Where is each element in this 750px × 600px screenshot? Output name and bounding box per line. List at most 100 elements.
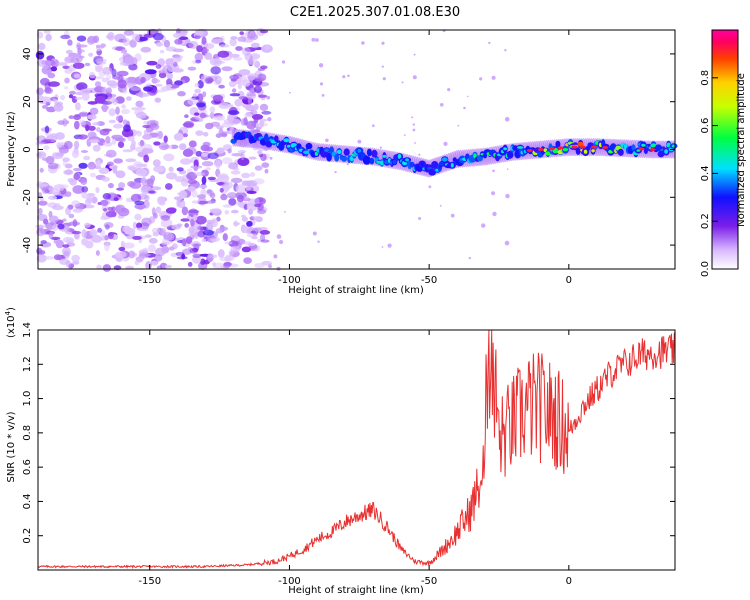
spectrogram-noise-blob (197, 200, 209, 205)
spectrogram-noise-blob (261, 110, 272, 115)
spectrogram-noise-blob (254, 198, 260, 204)
spectrogram-noise-blob (241, 246, 252, 253)
spectrogram-noise-blob (143, 154, 150, 163)
spectrogram-noise-blob (84, 62, 91, 67)
spectrogram-noise-blob (105, 136, 111, 144)
spectrogram-ridge-base (617, 148, 624, 156)
chart-title: C2E1.2025.307.01.08.E30 (290, 5, 460, 20)
spectrogram-speck (361, 41, 365, 45)
snr-x-tick-label: -150 (138, 576, 161, 587)
spectrogram-noise-blob (251, 114, 264, 120)
spectrogram-noise-blob (135, 111, 147, 119)
spectrogram-speck (491, 75, 496, 80)
spectrogram-noise-blob (73, 73, 81, 79)
spectrogram-noise-blob (39, 241, 52, 248)
spectrogram-noise-blob (146, 60, 158, 66)
spectrogram-noise-blob (115, 137, 125, 142)
spectrogram-noise-blob (63, 120, 70, 125)
spectrogram-noise-blob (94, 81, 102, 88)
spectrogram-noise-blob (166, 78, 173, 87)
spectrogram-noise-blob (212, 94, 224, 102)
spectrogram-noise-blob (196, 194, 207, 199)
spectrogram-noise-blob (105, 34, 114, 39)
spectrogram-noise-blob (218, 102, 231, 109)
spectrogram-noise-blob (252, 215, 260, 220)
spectrogram-noise-blob (235, 184, 247, 194)
spectrogram-noise-blob (56, 142, 62, 149)
snr-x-tick-label: -50 (421, 576, 437, 587)
spectrogram-noise-blob (246, 190, 257, 194)
spectrogram-noise-blob (247, 242, 256, 246)
spectrogram-noise-blob (168, 166, 174, 172)
spectrogram-speck (413, 53, 416, 56)
spectrogram-noise-blob (95, 65, 103, 73)
colorbar-label: Normalized spectral amplitude (736, 73, 747, 227)
spectrogram-noise-blob (92, 144, 101, 152)
spectrogram-noise-blob (86, 196, 92, 203)
spectrogram-noise-blob (251, 42, 260, 49)
spectrogram-noise-blob (194, 82, 200, 88)
spectrogram-noise-blob (113, 158, 123, 164)
spectrogram-noise-blob (92, 122, 101, 126)
spectrogram-y-label: Frequency (Hz) (6, 111, 17, 187)
spectrogram-noise-blob (182, 133, 188, 138)
spectrogram-noise-blob (187, 97, 198, 106)
spectrogram-noise-blob (93, 76, 105, 80)
spectrogram-ridge-peak (392, 159, 397, 165)
spectrogram-speck (403, 134, 406, 137)
spectrogram-speck (401, 81, 404, 84)
spectrogram-noise-blob (99, 128, 110, 136)
spectrogram-noise-blob (81, 238, 88, 246)
spectrogram-noise-blob (201, 238, 207, 243)
spectrogram-noise-blob (261, 162, 270, 168)
spectrogram-noise-blob (201, 176, 207, 185)
spectrogram-noise-blob (98, 167, 110, 175)
spectrogram-noise-blob (180, 158, 192, 165)
spectrogram-noise-blob (253, 85, 262, 94)
spectrogram-noise-blob (221, 122, 234, 128)
spectrogram-noise-blob (237, 36, 247, 42)
spectrogram-ridge-base (371, 149, 378, 158)
spectrogram-noise-blob (164, 264, 172, 269)
spectrogram-noise-blob (192, 214, 198, 221)
spectrogram-noise-blob (176, 192, 187, 196)
spectrogram-ridge-peak (397, 153, 402, 159)
spectrogram-noise-blob (185, 236, 193, 245)
spectrogram-noise-blob (191, 190, 198, 198)
spectrogram-noise-blob (117, 79, 127, 89)
spectrogram-noise-blob (199, 227, 204, 232)
spectrogram-noise-blob (88, 52, 94, 57)
spectrogram-noise-blob (139, 253, 152, 257)
spectrogram-noise-blob (62, 236, 74, 243)
spectrogram-noise-blob (192, 253, 202, 258)
spectrogram-noise-blob (89, 107, 99, 116)
spectrogram-noise-blob (111, 68, 117, 77)
spectrogram-noise-blob (246, 220, 253, 227)
spectrogram-noise-blob (89, 229, 98, 237)
spectrogram-speck (266, 95, 271, 100)
spectrogram-noise-blob (150, 260, 158, 266)
spectrogram-y-tick-label: -20 (22, 189, 33, 205)
spectrogram-noise-blob (141, 176, 147, 186)
spectrogram-noise-blob (106, 161, 114, 166)
spectrogram-noise-blob (260, 233, 266, 242)
spectrogram-ridge-base (506, 150, 514, 159)
spectrogram-noise-blob (117, 141, 125, 149)
spectrogram-noise-blob (107, 182, 114, 189)
spectrogram-noise-blob (71, 200, 81, 208)
spectrogram-noise-blob (192, 93, 197, 98)
spectrogram-ridge-peak (420, 161, 424, 167)
snr-y-scale-label: (x104) (4, 307, 17, 338)
spectrogram-noise-blob (168, 246, 175, 251)
spectrogram-noise-blob (257, 150, 263, 155)
spectrogram-noise-blob (38, 200, 48, 206)
spectrogram-noise-blob (112, 165, 118, 174)
spectrogram-noise-blob (48, 215, 59, 223)
spectrogram-noise-blob (231, 153, 244, 157)
spectrogram-noise-blob (247, 33, 259, 41)
spectrogram-noise-blob (243, 257, 252, 264)
spectrogram-noise-blob (123, 242, 135, 249)
spectrogram-noise-blob (148, 190, 156, 194)
spectrogram-noise-blob (176, 167, 184, 172)
spectrogram-speck (506, 168, 509, 170)
